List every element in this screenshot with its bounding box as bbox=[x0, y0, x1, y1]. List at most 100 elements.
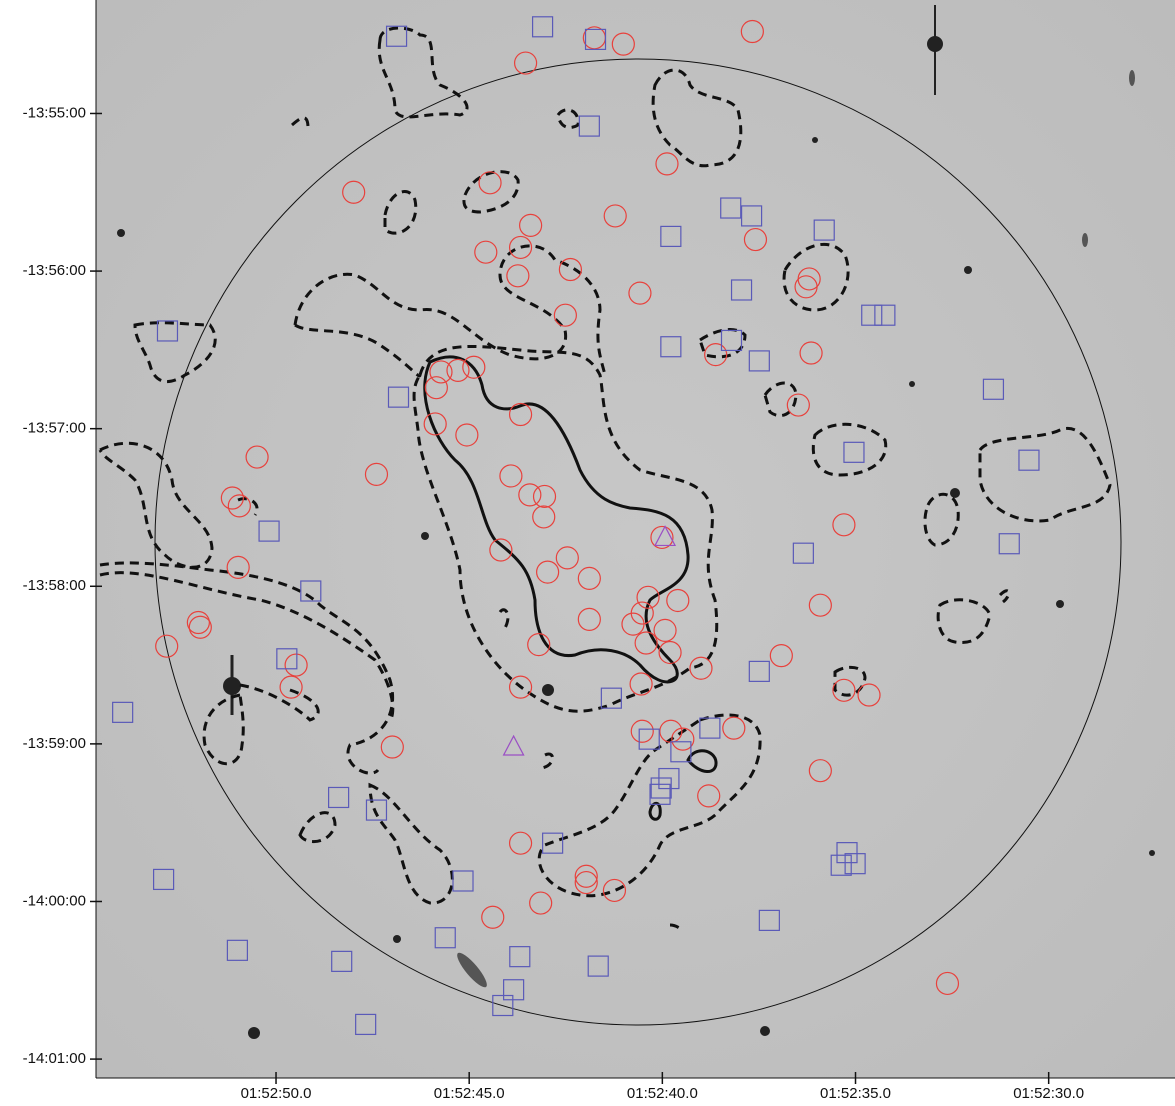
x-tick-label: 01:52:50.0 bbox=[241, 1085, 312, 1102]
circle-marker bbox=[808, 593, 832, 617]
square-marker bbox=[982, 378, 1005, 400]
circle-marker bbox=[424, 376, 448, 400]
circle-marker bbox=[226, 555, 250, 579]
circle-marker bbox=[935, 971, 960, 996]
circle-marker bbox=[704, 343, 728, 367]
circle-marker bbox=[689, 656, 713, 680]
circle-marker bbox=[506, 264, 530, 288]
square-marker bbox=[276, 648, 298, 670]
circle-marker bbox=[532, 484, 557, 509]
square-marker bbox=[792, 542, 814, 564]
circle-marker bbox=[220, 486, 244, 510]
circle-marker bbox=[519, 213, 543, 237]
circle-marker bbox=[743, 227, 768, 252]
square-marker bbox=[649, 783, 671, 805]
x-tick-label: 01:52:30.0 bbox=[1013, 1085, 1084, 1102]
circle-marker bbox=[740, 19, 764, 44]
square-marker bbox=[758, 909, 780, 931]
circle-marker bbox=[832, 513, 856, 537]
circle-marker bbox=[611, 32, 635, 56]
square-marker bbox=[509, 946, 531, 968]
square-marker bbox=[387, 386, 410, 408]
square-marker bbox=[542, 832, 564, 854]
circle-marker bbox=[513, 51, 538, 75]
square-marker bbox=[258, 520, 280, 542]
circle-marker bbox=[462, 355, 486, 379]
circle-marker bbox=[630, 719, 654, 743]
circle-marker bbox=[697, 784, 721, 808]
circle-marker bbox=[508, 402, 533, 427]
circle-marker bbox=[577, 607, 601, 631]
square-marker bbox=[670, 741, 692, 763]
square-marker bbox=[385, 25, 408, 47]
circle-marker bbox=[380, 735, 404, 759]
circle-marker bbox=[769, 644, 793, 668]
square-marker bbox=[830, 854, 852, 876]
square-marker bbox=[748, 350, 770, 372]
circle-marker bbox=[279, 675, 303, 699]
circle-marker bbox=[558, 257, 583, 282]
square-marker bbox=[355, 1013, 377, 1036]
square-marker bbox=[365, 799, 388, 821]
square-marker bbox=[531, 16, 554, 38]
circle-marker bbox=[489, 538, 513, 562]
square-marker bbox=[660, 225, 682, 248]
triangle-marker bbox=[502, 734, 525, 756]
square-marker bbox=[300, 580, 322, 602]
square-marker bbox=[1018, 449, 1040, 471]
square-marker bbox=[720, 197, 742, 219]
circle-marker bbox=[429, 360, 453, 384]
square-marker bbox=[650, 777, 672, 799]
circle-marker bbox=[653, 618, 677, 643]
circle-marker bbox=[555, 546, 579, 570]
circle-marker bbox=[499, 464, 523, 488]
circle-marker bbox=[650, 525, 674, 550]
square-marker bbox=[156, 320, 179, 342]
square-marker bbox=[452, 870, 474, 892]
circle-marker bbox=[155, 634, 179, 658]
circle-marker bbox=[786, 393, 810, 417]
circle-marker bbox=[602, 878, 627, 903]
circle-marker bbox=[186, 610, 210, 635]
circle-marker bbox=[857, 683, 881, 707]
circle-marker bbox=[536, 560, 560, 584]
x-tick-label: 01:52:35.0 bbox=[820, 1085, 891, 1102]
square-marker bbox=[112, 701, 134, 723]
square-marker bbox=[836, 842, 858, 864]
square-marker bbox=[587, 955, 609, 977]
circle-marker bbox=[655, 152, 679, 176]
circle-marker bbox=[188, 615, 212, 639]
circle-marker bbox=[508, 235, 533, 260]
circle-marker bbox=[446, 358, 470, 382]
square-marker bbox=[699, 717, 721, 739]
circle-marker bbox=[658, 640, 682, 665]
stars bbox=[117, 5, 1155, 1039]
circle-marker bbox=[342, 180, 366, 204]
image-background bbox=[96, 0, 1175, 1078]
circle-marker bbox=[518, 483, 542, 507]
square-marker bbox=[748, 660, 770, 682]
circle-marker bbox=[284, 653, 308, 677]
circle-marker bbox=[423, 412, 447, 436]
circle-marker bbox=[577, 566, 601, 591]
circle-marker bbox=[574, 870, 598, 895]
circle-marker bbox=[666, 588, 690, 613]
circle-marker bbox=[722, 716, 746, 740]
y-tick-label: -13:59:00 bbox=[23, 735, 86, 752]
x-tick-label: 01:52:40.0 bbox=[627, 1085, 698, 1102]
square-marker bbox=[861, 304, 883, 326]
circle-marker bbox=[455, 423, 479, 447]
square-marker bbox=[844, 853, 866, 875]
y-tick-label: -13:57:00 bbox=[23, 420, 86, 437]
square-marker bbox=[813, 219, 835, 241]
square-marker bbox=[998, 533, 1020, 555]
triangle-marker bbox=[654, 525, 677, 547]
square-marker bbox=[843, 441, 865, 463]
circle-marker bbox=[508, 675, 533, 699]
circle-marker bbox=[508, 831, 533, 855]
circle-marker bbox=[532, 505, 556, 529]
square-marker bbox=[434, 927, 456, 949]
square-marker bbox=[874, 304, 896, 326]
circle-marker bbox=[603, 204, 627, 228]
